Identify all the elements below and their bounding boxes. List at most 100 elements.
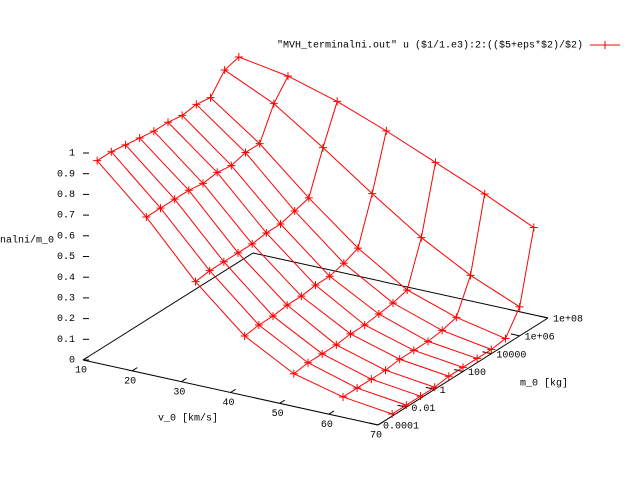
y-tick [425,386,435,390]
point [416,392,425,401]
point [164,118,172,127]
point [417,233,426,242]
point [220,66,229,75]
point [339,259,348,268]
surface [93,52,538,419]
y-tick-label: 1e+06 [525,332,555,343]
legend-label: "MVH_terminalni.out" u ($1/1.e3):2:(($5+… [277,40,583,52]
x-tick-label: 70 [370,431,382,442]
point [346,329,355,338]
mesh-line [146,75,289,218]
point [191,277,200,286]
point [121,140,130,149]
point [142,213,151,222]
mesh-line [125,144,421,397]
z-tick-label: 0.5 [57,252,75,263]
z-tick-label: 0.4 [57,273,75,284]
x-axis-label: v_0 [km/s] [158,413,218,425]
point [438,326,447,335]
point [234,52,243,61]
mesh-line [96,160,393,415]
point [199,179,207,188]
point [360,320,369,329]
point [374,310,383,319]
point [318,349,327,358]
point [332,340,341,349]
base-edge [252,252,549,319]
z-tick-label: 0.1 [57,335,75,346]
point [333,97,342,106]
point [178,111,187,120]
x-tick-label: 60 [321,420,333,431]
mesh-line [195,101,338,283]
point [444,372,453,381]
legend-marker [601,41,609,49]
point [452,313,461,322]
point [529,223,538,232]
point [184,186,193,195]
point [473,354,482,363]
point [248,239,257,248]
mesh-line [181,115,478,359]
mesh-line [293,162,436,375]
x-tick-label: 30 [173,387,185,398]
y-tick [539,315,549,319]
z-tick-label: 1 [69,149,75,160]
point [240,331,249,340]
point [325,272,334,281]
point [213,168,222,177]
point [388,410,397,419]
y-tick [369,422,379,426]
point [269,312,277,321]
point [241,148,250,157]
y-tick-label: 1e+08 [553,315,583,326]
x-tick [131,367,138,372]
point [403,285,412,294]
point [367,375,376,384]
point [219,257,228,266]
point [283,301,292,310]
mesh-line [167,121,464,368]
x-tick [82,356,89,361]
point [227,161,236,170]
point [206,93,215,102]
z-tick-label: 0.6 [57,231,75,242]
point [234,248,242,257]
y-tick [510,333,520,337]
point [107,147,116,156]
mesh-line [139,137,435,388]
z-axis-label: nalni/m_0 [0,235,54,247]
z-tick-label: 0 [69,356,75,367]
point [192,100,201,109]
point [339,392,347,401]
point [402,401,411,410]
point [170,195,179,204]
point [255,139,264,148]
point [205,266,214,275]
point [459,363,467,372]
point [93,156,102,165]
point [501,334,510,343]
mesh-line [153,130,449,377]
point [409,346,418,355]
point [368,189,377,198]
x-tick [230,388,236,393]
y-tick-label: 0.0001 [383,422,419,433]
point [353,384,362,393]
mesh-line [391,227,535,415]
point [297,292,306,301]
point [480,189,489,198]
point [269,99,278,108]
point [424,337,432,346]
point [381,366,390,375]
z-tick-label: 0.7 [57,211,75,222]
point [431,158,440,167]
point [135,134,144,143]
x-tick-label: 20 [124,376,136,387]
point [276,220,285,229]
point [156,204,165,213]
point [395,355,404,364]
z-tick-label: 0.9 [57,169,75,180]
